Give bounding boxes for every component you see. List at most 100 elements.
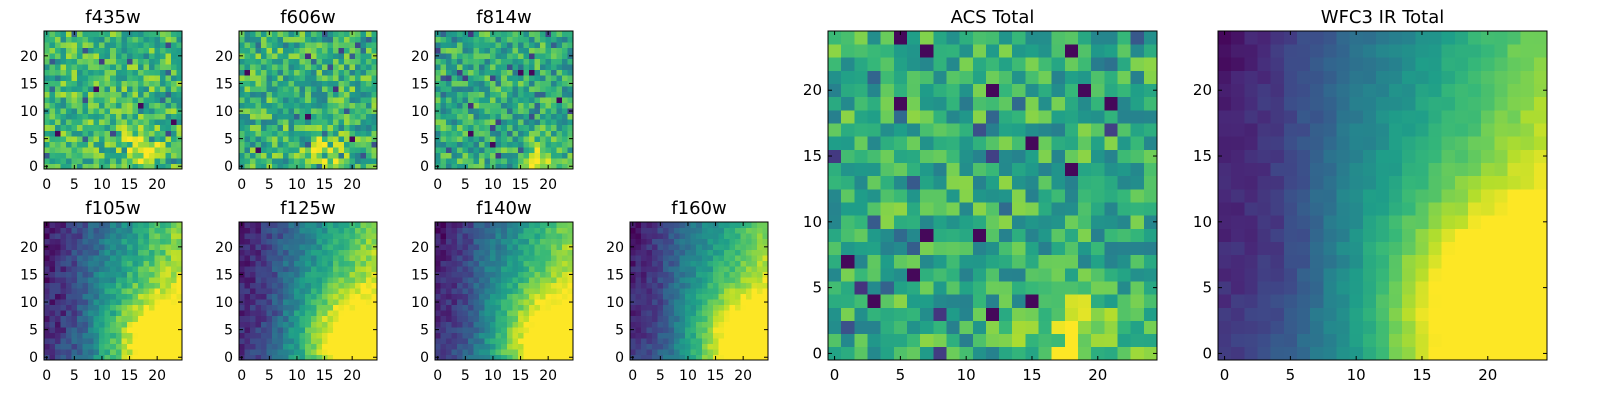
heatmap-cell <box>332 31 339 37</box>
heatmap-cell <box>528 354 535 361</box>
heatmap-cell <box>946 241 960 256</box>
heatmap-cell <box>266 97 273 104</box>
heatmap-cell <box>93 91 100 98</box>
heatmap-cell <box>668 348 675 355</box>
heatmap-cell <box>55 227 61 234</box>
heatmap-cell <box>88 271 95 278</box>
heatmap-cell <box>933 346 947 361</box>
heatmap-cell <box>255 42 262 48</box>
heatmap-cell <box>55 113 61 120</box>
heatmap-cell <box>959 281 974 295</box>
heatmap-cell <box>82 163 89 170</box>
heatmap-cell <box>495 326 502 333</box>
heatmap-cell <box>545 227 552 234</box>
heatmap-cell <box>501 227 508 234</box>
heatmap-cell <box>712 227 719 234</box>
heatmap-cell <box>906 228 921 242</box>
heatmap-cell <box>440 343 447 350</box>
heatmap-cell <box>462 36 469 43</box>
heatmap-cell <box>55 266 61 273</box>
heatmap-cell <box>93 337 100 344</box>
heatmap-cell <box>561 233 568 239</box>
heatmap-cell <box>556 141 563 148</box>
heatmap-cell <box>641 354 647 361</box>
heatmap-cell <box>316 233 323 239</box>
heatmap-cell <box>66 266 72 273</box>
heatmap-cell <box>451 337 458 344</box>
heatmap-cell <box>707 244 714 250</box>
heatmap-cell <box>1117 307 1132 321</box>
heatmap-cell <box>360 91 367 98</box>
heatmap-cell <box>539 282 546 289</box>
heatmap-cell <box>66 255 72 262</box>
heatmap-cell <box>630 337 636 344</box>
heatmap-cell <box>501 271 508 278</box>
heatmap-cell <box>349 141 356 148</box>
heatmap-cell <box>528 266 535 273</box>
heatmap-cell <box>93 354 100 361</box>
heatmap-cell <box>550 80 557 87</box>
heatmap-cell <box>93 238 100 245</box>
heatmap-cell <box>567 332 574 339</box>
heatmap-cell <box>154 42 161 48</box>
heatmap-cell <box>567 141 574 148</box>
heatmap-cell <box>66 124 72 131</box>
heatmap-cell <box>495 64 502 71</box>
heatmap-cell <box>66 69 72 76</box>
heatmap-cell <box>277 354 284 361</box>
heatmap-cell <box>506 108 513 115</box>
heatmap-cell <box>349 238 356 245</box>
heatmap-cell <box>751 299 758 306</box>
heatmap-cell <box>349 332 356 339</box>
heatmap-cell <box>310 130 317 137</box>
heatmap-cell <box>528 31 535 37</box>
heatmap-cell <box>154 343 161 350</box>
heatmap-cell <box>159 326 166 333</box>
heatmap-cell <box>77 119 84 126</box>
heatmap-cell <box>49 222 56 228</box>
heatmap-cell <box>255 249 262 256</box>
heatmap-cell <box>343 304 350 311</box>
heatmap-cell <box>539 108 546 115</box>
heatmap-cell <box>176 64 183 71</box>
heatmap-cell <box>266 233 273 239</box>
heatmap-cell <box>316 222 323 228</box>
heatmap-cell <box>1025 320 1039 335</box>
heatmap-cell <box>176 332 183 339</box>
heatmap-cell <box>534 146 541 153</box>
heatmap-cell <box>545 53 552 59</box>
heatmap-cell <box>272 282 279 289</box>
heatmap-cell <box>121 36 128 43</box>
heatmap-cell <box>854 267 868 282</box>
heatmap-cell <box>299 69 306 76</box>
heatmap-cell <box>501 75 508 82</box>
heatmap-cell <box>159 141 166 148</box>
heatmap-cell <box>55 249 61 256</box>
heatmap-cell <box>77 53 84 59</box>
heatmap-cell <box>154 238 161 245</box>
heatmap-cell <box>561 354 568 361</box>
heatmap-cell <box>446 152 452 159</box>
heatmap-cell <box>338 108 345 115</box>
heatmap-cell <box>652 343 658 350</box>
heatmap-cell <box>294 91 301 98</box>
heatmap-cell <box>501 119 508 126</box>
heatmap-cell <box>316 310 323 317</box>
heatmap-cell <box>893 294 908 308</box>
heatmap-cell <box>126 58 133 65</box>
heatmap-cell <box>250 321 256 328</box>
heatmap-cell <box>495 97 502 104</box>
heatmap-cell <box>479 152 486 159</box>
heatmap-cell <box>723 310 730 317</box>
heatmap-cell <box>841 188 855 203</box>
heatmap-cell <box>255 80 262 87</box>
heatmap-cell <box>165 119 172 126</box>
heatmap-cell <box>338 255 345 262</box>
heatmap-cell <box>60 130 67 137</box>
heatmap-cell <box>277 288 284 295</box>
heatmap-cell <box>440 348 447 355</box>
heatmap-cell <box>867 267 882 282</box>
heatmap-cell <box>451 80 458 87</box>
heatmap-cell <box>371 337 378 344</box>
heatmap-cell <box>723 266 730 273</box>
